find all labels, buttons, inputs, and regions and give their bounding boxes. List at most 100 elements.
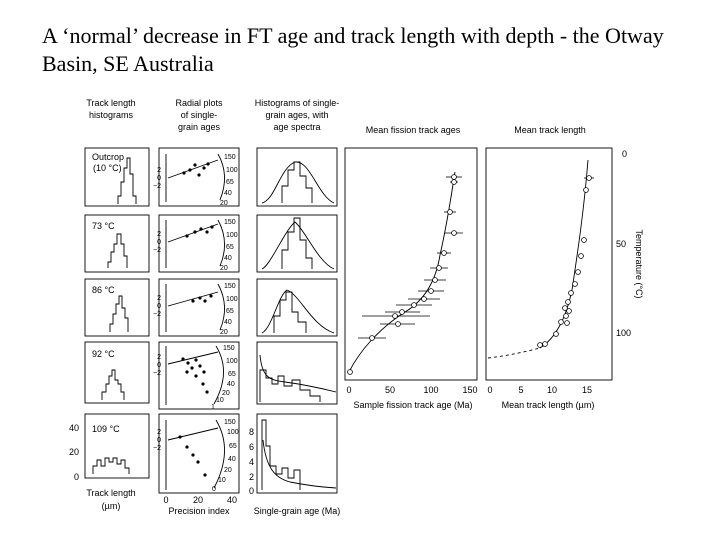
bottom-labels: Track length (µm) 0 20 40 Precision inde… [86,488,340,516]
ft-age-xtick: 150 [462,385,477,395]
track-length-frame [485,147,613,381]
radial-point [201,382,205,386]
age-spectrum-1 [261,161,335,204]
radial-point [181,357,185,361]
temperature-ytick: 0 [622,149,627,159]
track-length-histograms [92,157,137,474]
radial-point [197,173,201,177]
ft-age-xtick: 50 [385,385,395,395]
age-hist-4 [259,369,321,402]
radial-scale-label: 100 [226,167,238,174]
radial-point [199,227,203,231]
header-mean-ft-ages: Mean fission track ages [366,125,461,135]
radial-arc-3 [217,283,225,331]
radial-line-5 [167,427,219,441]
radial-scale-label: 150 [224,283,236,290]
radial-point [202,166,206,170]
track-length-xlabel: Track length [86,488,135,498]
radial-arc-4 [213,345,224,405]
radial-scale-label: 100 [226,296,238,303]
track-length-ytick-40: 40 [69,423,79,433]
track-length-xlabel-main: Mean track length (µm) [502,400,595,410]
radial-point [185,370,189,374]
slide-title: A ‘normal’ decrease in FT age and track … [42,23,664,76]
radial-point [203,473,207,477]
temperature-ytick: 50 [616,239,626,249]
age-hist-2 [281,217,313,269]
track-length-yaxis: 40 20 0 [69,423,79,482]
precision-tick: 20 [193,495,203,505]
track-length-hist-3 [109,295,129,332]
mean-ft-age-plot: 0 50 100 150 Sample fission track age (M… [344,147,478,410]
radial-scale-label: 40 [228,456,236,463]
track-length-hist-1 [117,157,137,204]
panel-boxes [84,147,338,494]
track-length-hist-2 [107,233,128,268]
radial-z-tick: −2 [153,247,161,254]
radial-point [194,358,198,362]
track-length-xunit: (µm) [102,501,121,511]
ft-age-points [347,174,463,375]
radial-scale-label: 1 [211,404,215,411]
radial-box-5 [158,413,240,494]
radial-scale-label: 40 [224,319,232,326]
ft-age-curve [348,171,456,373]
radial-point [202,370,206,374]
radial-scale-label: 65 [229,443,237,450]
column-headers: Track length histograms Radial plots of … [86,98,585,135]
radial-point [191,453,195,457]
precision-tick: 40 [227,495,237,505]
age-hist-5 [261,419,301,490]
single-grain-age-xlabel: Single-grain age (Ma) [254,506,341,516]
radial-box-3 [158,278,240,337]
radial-z-tick: 2 [157,429,161,436]
radial-point [190,366,194,370]
radial-z-tick: 0 [157,175,161,182]
track-length-box-3 [84,278,150,337]
radial-scale-label: 100 [226,232,238,239]
sample-label-5: 109 °C [92,424,120,434]
track-length-hist-4 [101,369,125,400]
track-length-hist-5 [92,457,130,474]
radial-point [193,230,197,234]
radial-z-tick: 0 [157,437,161,444]
sample-temp-1: (10 °C) [93,163,122,173]
radial-z-tick: 2 [157,231,161,238]
radial-point [196,460,200,464]
temperature-ylabel: Temperature (°C) [634,229,644,298]
radial-scale-label: 20 [220,200,228,207]
track-length-box-4 [84,341,150,404]
radial-point [198,296,202,300]
histogram-ytick: 2 [249,472,254,482]
age-hist-3 [273,291,307,333]
histogram-box-1 [256,147,338,207]
age-spectrum-4 [259,354,337,393]
radial-scale-label: 20 [220,265,228,272]
histogram-ytick: 6 [249,442,254,452]
histogram-box-2 [256,214,338,273]
sample-label-3: 86 °C [92,285,115,295]
radial-z-tick: −2 [153,183,161,190]
histogram-box-4 [256,341,338,405]
track-length-box-5 [84,413,150,479]
radial-points [178,162,214,477]
radial-arc-1 [217,153,225,201]
age-hist-1 [281,161,313,203]
radial-scale-label: 40 [224,255,232,262]
radial-z-tick: −2 [153,445,161,452]
histogram-box-3 [256,278,338,337]
ft-age-frame [344,147,478,381]
radial-z-tick: 2 [157,295,161,302]
radial-scale-label: 10 [216,397,224,404]
radial-scale-label: 65 [228,371,236,378]
radial-scale-label: 65 [226,244,234,251]
radial-line-4 [167,351,219,365]
histogram-yaxis: 8 6 4 2 0 [249,427,254,496]
header-histogram-line1: Histograms of single- [255,98,340,108]
radial-point [198,364,202,368]
ft-age-xlabel: Sample fission track age (Ma) [353,400,472,410]
radial-point [182,171,186,175]
age-histograms [259,161,337,490]
header-track-length-line2: histograms [89,110,134,120]
radial-scale-label: 40 [227,381,235,388]
